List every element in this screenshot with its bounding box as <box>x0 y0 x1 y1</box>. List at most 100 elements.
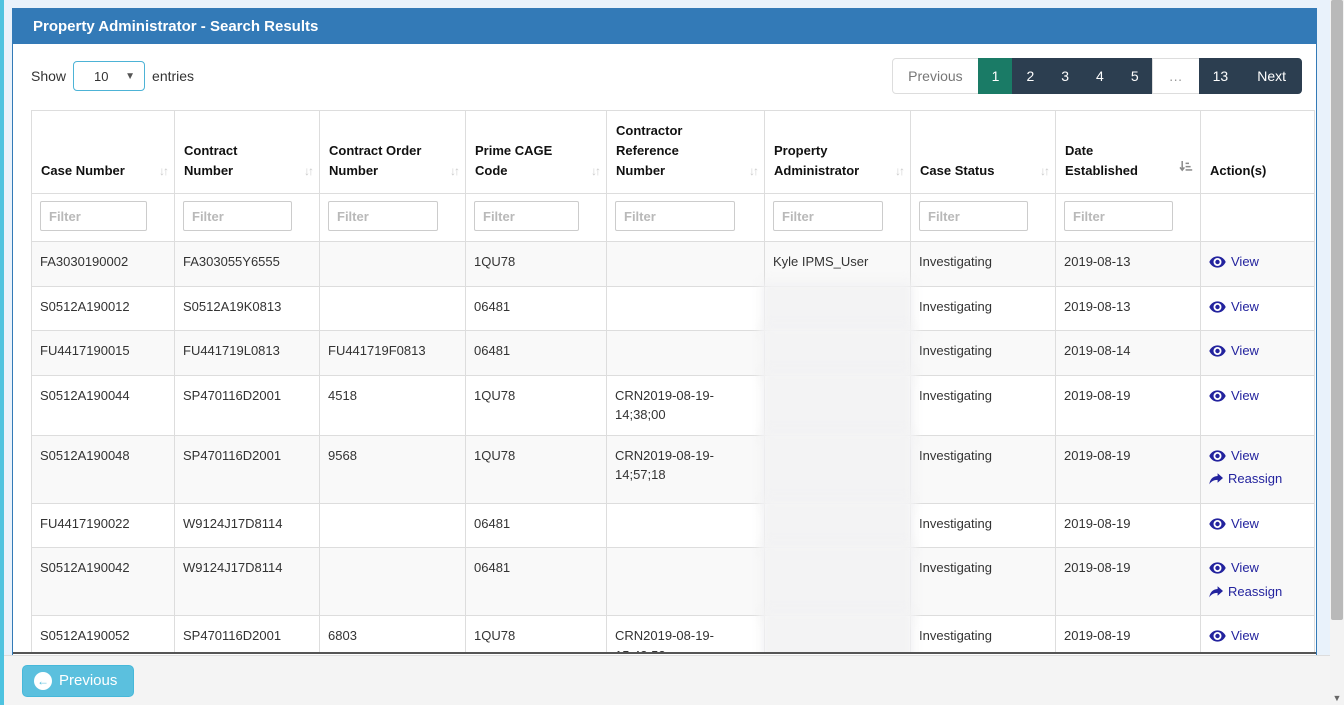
view-link[interactable]: View <box>1209 558 1306 578</box>
cell-contract-number: SP470116D2001 <box>174 434 320 504</box>
cell-prime-cage-code: 1QU78 <box>465 615 607 652</box>
cell-contractor-reference-number <box>606 241 765 287</box>
cell-actions: View <box>1200 374 1315 436</box>
view-link[interactable]: View <box>1209 386 1306 406</box>
cell-prime-cage-code: 1QU78 <box>465 434 607 504</box>
page-button-13[interactable]: 13 <box>1198 58 1243 94</box>
cell-case-status: Investigating <box>910 547 1056 617</box>
filter-input-contract-order-number[interactable] <box>328 201 438 232</box>
cell-case-number: FU4417190015 <box>31 330 175 376</box>
panel-title: Property Administrator - Search Results <box>33 18 319 35</box>
show-entries-control: Show 10 ▼ entries <box>31 61 194 91</box>
header-row: Case Number ↓↑ Contract Number ↓↑ Contract… <box>31 110 1315 195</box>
view-link[interactable]: View <box>1209 446 1306 466</box>
sort-icon: ↓↑ <box>895 163 905 178</box>
sort-icon: ↓↑ <box>304 163 314 178</box>
reassign-link[interactable]: Reassign <box>1209 650 1306 653</box>
view-link[interactable]: View <box>1209 297 1306 317</box>
vertical-scrollbar[interactable]: ▼ <box>1330 0 1344 705</box>
filter-input-contract-number[interactable] <box>183 201 292 232</box>
cell-case-number: S0512A190012 <box>31 285 175 332</box>
cell-case-number: S0512A190052 <box>31 615 175 652</box>
eye-icon <box>1209 345 1226 357</box>
cell-case-number: S0512A190044 <box>31 374 175 436</box>
page-ellipsis[interactable]: … <box>1151 58 1200 94</box>
table-row: S0512A190052 SP470116D2001 6803 1QU78 CRN201… <box>31 610 1315 653</box>
column-header-contract-order-number[interactable]: Contract Order Number ↓↑ <box>319 110 466 195</box>
cell-contract-number: S0512A19K0813 <box>174 285 320 332</box>
view-link[interactable]: View <box>1209 514 1306 534</box>
page-button-5[interactable]: 5 <box>1116 58 1153 94</box>
redacted-blur-overlay <box>761 280 914 337</box>
scrollbar-thumb[interactable] <box>1331 0 1343 620</box>
cell-contractor-reference-number <box>606 547 765 617</box>
redacted-blur-overlay <box>761 610 914 652</box>
cell-case-status: Investigating <box>910 615 1056 652</box>
page-previous-button[interactable]: Previous <box>892 58 979 94</box>
cell-case-status: Investigating <box>910 502 1056 549</box>
cell-contract-number: FA303055Y6555 <box>174 241 320 287</box>
filter-input-prime-cage-code[interactable] <box>474 201 580 232</box>
cell-property-administrator <box>761 497 914 554</box>
cell-date-established: 2019-08-19 <box>1055 615 1201 652</box>
cell-prime-cage-code: 1QU78 <box>465 241 607 287</box>
filter-input-case-status[interactable] <box>919 201 1028 232</box>
page-size-select[interactable]: 10 ▼ <box>73 61 146 91</box>
eye-icon <box>1209 562 1226 574</box>
cell-property-administrator <box>761 429 914 509</box>
cell-property-administrator <box>761 369 914 441</box>
show-label: Show <box>31 68 67 84</box>
column-header-case-number[interactable]: Case Number ↓↑ <box>31 110 175 195</box>
redacted-blur-overlay <box>761 325 914 381</box>
cell-contract-order-number <box>319 502 466 549</box>
cell-contract-order-number: 4518 <box>319 374 466 436</box>
chevron-down-icon: ▼ <box>125 70 136 82</box>
cell-case-status: Investigating <box>910 285 1056 332</box>
view-link[interactable]: View <box>1209 626 1306 646</box>
page-button-3[interactable]: 3 <box>1047 58 1084 94</box>
cell-property-administrator <box>761 542 914 622</box>
table-row: S0512A190048 SP470116D2001 9568 1QU78 CRN201… <box>31 429 1315 509</box>
cell-prime-cage-code: 06481 <box>465 330 607 376</box>
reassign-link[interactable]: Reassign <box>1209 469 1306 489</box>
view-link[interactable]: View <box>1209 341 1306 361</box>
page-button-4[interactable]: 4 <box>1082 58 1118 94</box>
cell-case-status: Investigating <box>910 330 1056 376</box>
column-header-contract-number[interactable]: Contract Number ↓↑ <box>174 110 320 195</box>
page-next-button[interactable]: Next <box>1241 58 1302 94</box>
cell-contractor-reference-number <box>606 502 765 549</box>
cell-actions: View <box>1200 502 1315 549</box>
reassign-arrow-icon <box>1209 473 1223 485</box>
reassign-link[interactable]: Reassign <box>1209 582 1306 602</box>
column-header-contractor-reference-number[interactable]: Contractor Reference Number ↓↑ <box>606 110 765 195</box>
previous-button[interactable]: ← Previous <box>22 664 135 697</box>
filter-input-contractor-reference-number[interactable] <box>615 201 735 232</box>
cell-date-established: 2019-08-19 <box>1055 547 1201 617</box>
filter-input-case-number[interactable] <box>40 201 148 232</box>
cell-prime-cage-code: 06481 <box>465 547 607 617</box>
column-header-case-status[interactable]: Case Status ↓↑ <box>910 110 1056 195</box>
page-size-value: 10 <box>94 68 109 84</box>
cell-property-administrator: Kyle IPMS_User <box>764 241 911 287</box>
redacted-blur-overlay <box>761 429 914 509</box>
column-header-prime-cage-code[interactable]: Prime CAGE Code ↓↑ <box>465 110 607 195</box>
table-row: FU4417190015 FU441719L0813 FU441719F0813 06… <box>31 325 1315 381</box>
scrollbar-down-arrow[interactable]: ▼ <box>1332 693 1342 703</box>
panel-header: Property Administrator - Search Results <box>13 9 1316 44</box>
page-button-2[interactable]: 2 <box>1012 58 1049 94</box>
eye-icon <box>1209 301 1226 313</box>
sort-icon: ↓↑ <box>1040 163 1050 178</box>
cell-property-administrator <box>761 610 914 652</box>
view-link[interactable]: View <box>1209 252 1306 272</box>
filter-input-property-administrator[interactable] <box>773 201 883 232</box>
footer-bar: ← Previous <box>0 655 1330 705</box>
page-button-1[interactable]: 1 <box>977 58 1014 94</box>
column-header-property-administrator[interactable]: Property Administrator ↓↑ <box>764 110 911 195</box>
cell-case-number: FU4417190022 <box>31 502 175 549</box>
cell-date-established: 2019-08-13 <box>1055 241 1201 287</box>
cell-actions: View <box>1200 285 1315 332</box>
column-header-date-established[interactable]: Date Established <box>1055 110 1201 195</box>
cell-contract-order-number: 6803 <box>319 615 466 652</box>
filter-input-date-established[interactable] <box>1064 201 1173 232</box>
cell-actions: View <box>1200 330 1315 376</box>
